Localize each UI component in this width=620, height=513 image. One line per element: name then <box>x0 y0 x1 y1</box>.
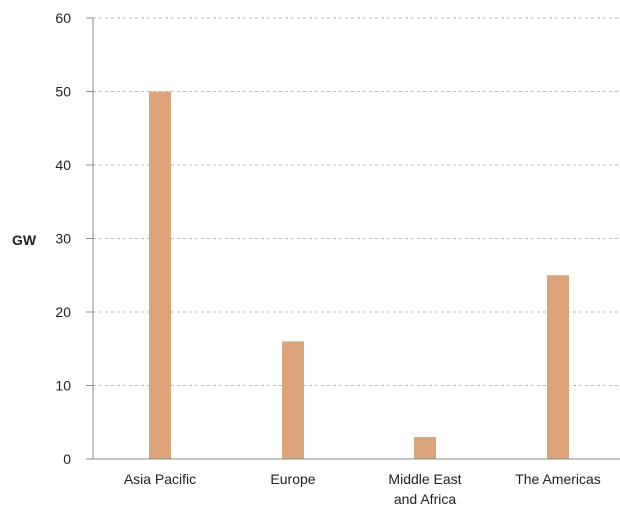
y-tick-label: 0 <box>63 451 71 467</box>
y-tick-label: 40 <box>55 157 71 173</box>
axes <box>86 17 620 460</box>
y-axis-label: GW <box>12 232 37 248</box>
x-tick-label-line: Europe <box>270 471 315 487</box>
y-tick-label: 20 <box>55 304 71 320</box>
bar-asia-pacific <box>149 91 171 459</box>
x-tick-labels: Asia Pacific Europe Middle East and Africa T… <box>124 471 601 507</box>
y-tick-label: 30 <box>55 231 71 247</box>
x-tick-label-line: The Americas <box>515 471 601 487</box>
y-tick-label: 50 <box>55 84 71 100</box>
x-tick-label-line: Asia Pacific <box>124 471 196 487</box>
bars <box>149 91 569 459</box>
grid-lines <box>93 17 620 386</box>
x-tick-label: Middle East and Africa <box>388 471 461 507</box>
bar-middle-east-and-africa <box>414 436 436 459</box>
y-tick-labels: 0 10 20 30 40 50 60 <box>55 10 71 467</box>
x-tick-label-line: and Africa <box>394 491 456 507</box>
bar-the-americas <box>547 275 569 459</box>
y-tick-label: 10 <box>55 378 71 394</box>
x-tick-label-line: Middle East <box>388 471 461 487</box>
x-tick-label: Europe <box>270 471 315 487</box>
bar-europe <box>282 341 304 459</box>
x-tick-label: The Americas <box>515 471 601 487</box>
x-tick-label: Asia Pacific <box>124 471 196 487</box>
y-tick-label: 60 <box>55 10 71 26</box>
